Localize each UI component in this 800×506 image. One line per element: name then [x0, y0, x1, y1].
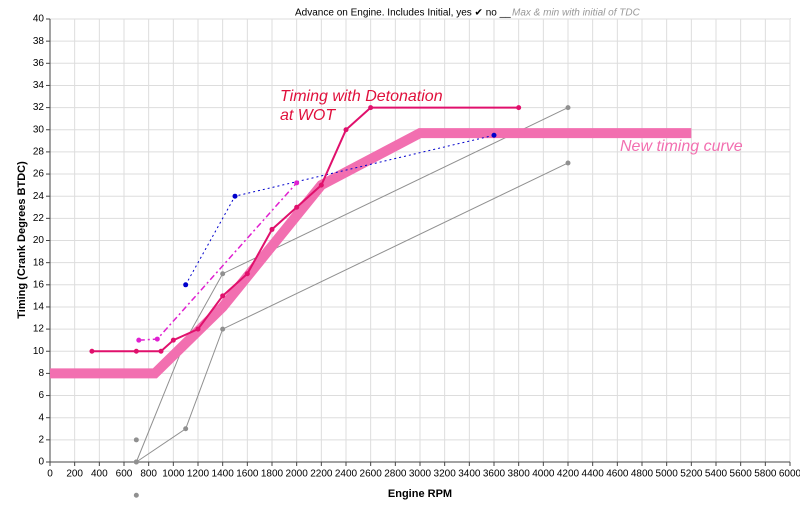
x-tick-label: 5200 [680, 469, 703, 480]
y-tick-label: 24 [33, 191, 45, 202]
y-tick-label: 28 [33, 147, 45, 158]
data-point [343, 127, 349, 133]
data-point [318, 182, 324, 188]
y-tick-label: 16 [33, 279, 45, 290]
data-point [133, 459, 139, 465]
y-tick-label: 18 [33, 257, 45, 268]
series-line [50, 128, 692, 379]
data-point [244, 271, 250, 277]
x-tick-label: 3000 [409, 469, 432, 480]
chart-title: Advance on Engine. Includes Initial, yes… [295, 8, 511, 19]
data-point [491, 132, 497, 138]
series-line [135, 107, 569, 463]
x-tick-label: 2400 [335, 469, 358, 480]
x-tick-label: 2800 [384, 469, 407, 480]
y-tick-label: 20 [33, 235, 45, 246]
x-tick-label: 3200 [434, 469, 457, 480]
y-tick-label: 10 [33, 346, 45, 357]
x-tick-label: 5000 [656, 469, 679, 480]
x-tick-label: 200 [66, 469, 83, 480]
data-point [170, 337, 176, 343]
annotation: at WOT [280, 107, 336, 124]
x-tick-label: 2000 [286, 469, 309, 480]
x-tick-label: 6000 [779, 469, 800, 480]
annotation: Timing with Detonation [280, 88, 443, 105]
data-point [195, 326, 201, 332]
data-point [220, 293, 226, 299]
x-tick-label: 3400 [458, 469, 481, 480]
x-tick-label: 400 [91, 469, 108, 480]
data-point [133, 492, 139, 498]
x-tick-label: 5800 [754, 469, 777, 480]
x-axis-label: Engine RPM [388, 488, 452, 500]
y-tick-label: 8 [38, 368, 44, 379]
x-tick-label: 4400 [582, 469, 605, 480]
x-tick-label: 1800 [261, 469, 284, 480]
data-point [294, 180, 300, 186]
x-tick-label: 800 [140, 469, 157, 480]
y-tick-label: 14 [33, 302, 45, 313]
data-point [232, 193, 238, 199]
y-tick-label: 4 [38, 412, 44, 423]
data-point [183, 426, 189, 432]
data-point [565, 160, 571, 166]
data-point [269, 226, 275, 232]
x-tick-label: 4200 [557, 469, 580, 480]
x-tick-label: 1200 [187, 469, 210, 480]
data-point [136, 337, 142, 343]
data-point [89, 348, 95, 354]
y-tick-label: 36 [33, 58, 45, 69]
x-tick-label: 600 [116, 469, 133, 480]
data-point [133, 437, 139, 443]
data-point [220, 326, 226, 332]
y-tick-label: 32 [33, 102, 45, 113]
x-tick-label: 4000 [532, 469, 555, 480]
annotation: New timing curve [620, 138, 743, 155]
series-line [136, 162, 569, 463]
y-tick-label: 12 [33, 324, 45, 335]
data-point [565, 105, 571, 111]
data-point [294, 204, 300, 210]
y-tick-label: 40 [33, 14, 45, 25]
y-tick-label: 2 [38, 434, 44, 445]
x-tick-label: 1000 [162, 469, 185, 480]
data-point [368, 105, 374, 111]
y-tick-label: 38 [33, 36, 45, 47]
x-tick-label: 4600 [606, 469, 629, 480]
y-tick-label: 0 [38, 457, 44, 468]
y-tick-label: 26 [33, 169, 45, 180]
x-tick-label: 5600 [730, 469, 753, 480]
data-point [183, 282, 189, 288]
y-tick-label: 34 [33, 80, 45, 91]
x-tick-label: 4800 [631, 469, 654, 480]
x-tick-label: 1400 [212, 469, 235, 480]
x-tick-label: 2600 [360, 469, 383, 480]
y-tick-label: 6 [38, 390, 44, 401]
y-axis-label: Timing (Crank Degrees BTDC) [16, 161, 28, 319]
data-point [516, 105, 522, 111]
data-point [133, 348, 139, 354]
data-point [220, 271, 226, 277]
x-tick-label: 1600 [236, 469, 259, 480]
x-tick-label: 2200 [310, 469, 333, 480]
x-tick-label: 0 [47, 469, 53, 480]
x-tick-label: 3600 [483, 469, 506, 480]
y-tick-label: 22 [33, 213, 45, 224]
y-tick-label: 30 [33, 124, 45, 135]
x-tick-label: 5400 [705, 469, 728, 480]
x-tick-label: 3800 [508, 469, 531, 480]
data-point [154, 336, 160, 342]
chart-subtitle: Max & min with initial of TDC [512, 8, 641, 19]
data-point [158, 348, 164, 354]
